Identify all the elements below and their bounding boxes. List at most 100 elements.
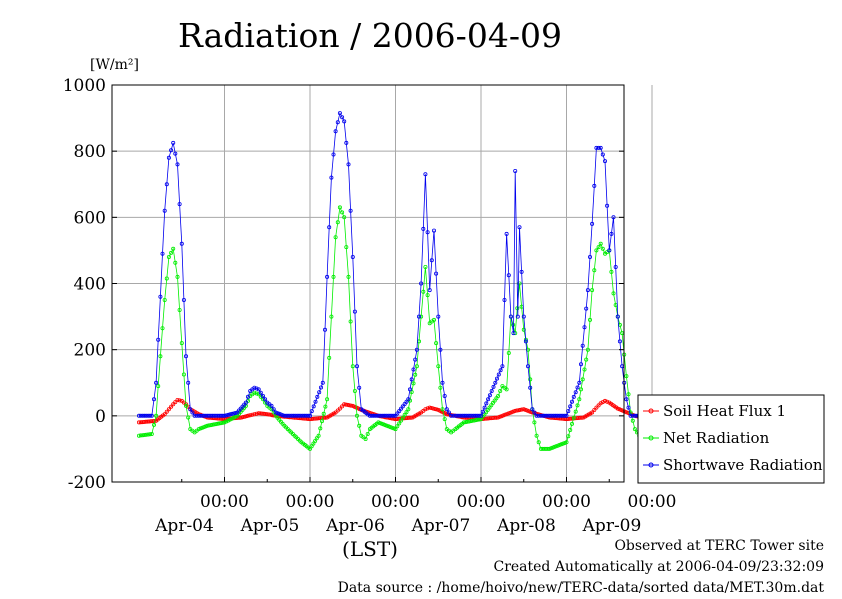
data-point [632, 427, 637, 432]
data-point [425, 230, 430, 235]
data-point [496, 372, 501, 377]
footer-site: Observed at TERC Tower site [614, 538, 824, 554]
data-point [285, 413, 290, 418]
data-point [173, 260, 178, 265]
data-point [518, 407, 523, 412]
data-point [323, 415, 328, 420]
footer-created: Created Automatically at 2006-04-09/23:3… [493, 559, 824, 575]
data-point [592, 268, 597, 273]
y-axis-unit: [W/m²] [90, 57, 139, 73]
data-point [511, 331, 516, 336]
data-point [175, 397, 180, 402]
data-point [456, 413, 461, 418]
data-point [296, 413, 301, 418]
data-point [486, 397, 491, 402]
data-point [482, 405, 487, 410]
data-point [506, 273, 511, 278]
data-point [434, 407, 439, 412]
data-point [573, 390, 578, 395]
data-point [407, 387, 412, 392]
y-tick-label: 0 [95, 407, 106, 427]
data-point [585, 288, 590, 293]
data-point [609, 269, 614, 274]
data-point [226, 412, 231, 417]
data-point [371, 413, 376, 418]
data-point [354, 364, 359, 369]
data-point [400, 415, 405, 420]
y-tick-label: 200 [74, 341, 106, 361]
data-point [248, 413, 253, 418]
data-point [357, 385, 362, 390]
data-point [348, 208, 353, 213]
data-point [577, 380, 582, 385]
data-point [316, 433, 321, 438]
data-point [427, 405, 432, 410]
data-point [416, 314, 421, 319]
data-point [169, 250, 174, 255]
data-point [363, 436, 368, 441]
data-point [376, 413, 381, 418]
data-point [423, 407, 428, 412]
data-point [147, 413, 152, 418]
series-layer [136, 111, 650, 451]
data-point [395, 411, 400, 416]
data-point [536, 413, 541, 418]
data-point [136, 433, 141, 438]
data-point [590, 221, 595, 226]
data-point [626, 392, 631, 397]
data-point [404, 410, 409, 415]
data-point [615, 314, 620, 319]
data-point [544, 413, 549, 418]
data-point [256, 387, 261, 392]
data-point [579, 387, 584, 392]
data-point [528, 385, 533, 390]
data-point [177, 398, 182, 403]
data-point [609, 231, 614, 236]
x-tick-date: Apr-05 [240, 516, 300, 536]
data-point [598, 241, 603, 246]
data-point [224, 413, 229, 418]
data-point [179, 241, 184, 246]
x-tick-time: 00:00 [542, 492, 591, 512]
data-point [409, 377, 414, 382]
data-point [329, 314, 334, 319]
data-point [575, 385, 580, 390]
data-point [171, 246, 176, 251]
data-point [462, 413, 467, 418]
data-point [440, 407, 445, 412]
data-point [138, 413, 143, 418]
data-point [252, 412, 257, 417]
data-point [534, 413, 539, 418]
data-point [311, 404, 316, 409]
data-point [536, 440, 541, 445]
data-point [242, 414, 247, 419]
data-point [600, 152, 605, 157]
data-point [231, 411, 236, 416]
data-point [333, 410, 338, 415]
data-point [260, 393, 265, 398]
data-point [162, 208, 167, 213]
data-point [600, 246, 605, 251]
data-point [406, 407, 411, 412]
data-point [431, 228, 436, 233]
data-point [611, 215, 616, 220]
data-point [190, 410, 195, 415]
data-point [517, 281, 522, 286]
data-point [442, 393, 447, 398]
data-point [584, 357, 589, 362]
data-point [342, 119, 347, 124]
data-point [149, 431, 154, 436]
data-point [229, 411, 234, 416]
data-point [307, 413, 312, 418]
legend: Soil Heat Flux 1 Net Radiation Shortwave R… [637, 394, 825, 484]
series-line [138, 205, 648, 450]
data-point [458, 413, 463, 418]
data-point [411, 367, 416, 372]
data-point [319, 419, 324, 424]
data-point [504, 231, 509, 236]
data-point [444, 407, 449, 412]
data-point [477, 417, 482, 422]
data-point [327, 225, 332, 230]
data-point [419, 314, 424, 319]
data-point [592, 183, 597, 188]
